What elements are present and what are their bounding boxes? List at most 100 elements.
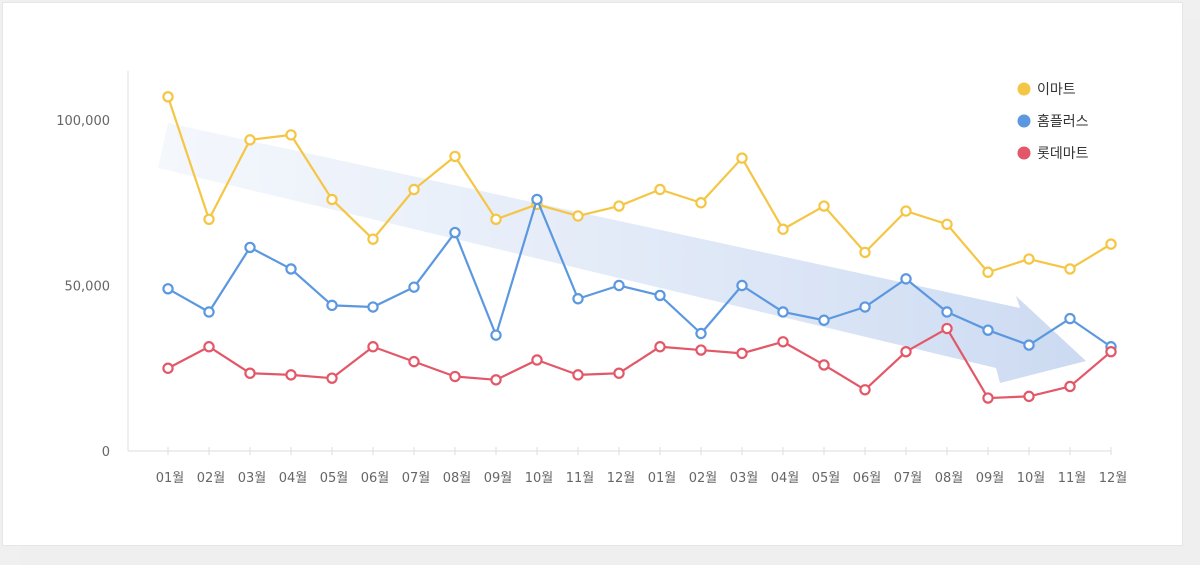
data-point xyxy=(203,306,215,318)
series-line xyxy=(166,327,1113,400)
x-tick-label: 08월 xyxy=(443,471,472,486)
series-line xyxy=(166,198,1113,348)
x-tick-label: 10월 xyxy=(1017,471,1046,486)
legend-label: 롯데마트 xyxy=(1037,146,1089,162)
x-tick-label: 12월 xyxy=(1099,471,1128,486)
data-point xyxy=(490,329,502,341)
series-2 xyxy=(162,193,1117,353)
data-point xyxy=(162,362,174,374)
data-point xyxy=(695,344,707,356)
x-tick-label: 03월 xyxy=(730,471,759,486)
data-point xyxy=(162,91,174,103)
x-tick-label: 09월 xyxy=(976,471,1005,486)
x-tick-label: 02월 xyxy=(197,471,226,486)
data-point xyxy=(408,183,420,196)
data-point xyxy=(1023,339,1035,351)
data-point xyxy=(859,384,871,396)
data-point xyxy=(654,341,666,353)
x-tick-label: 09월 xyxy=(484,471,513,486)
legend-label: 홈플러스 xyxy=(1037,114,1089,130)
legend-label: 이마트 xyxy=(1037,82,1076,98)
x-tick-label: 06월 xyxy=(361,471,390,486)
data-point xyxy=(449,226,461,239)
data-point xyxy=(572,210,584,222)
data-point xyxy=(531,193,543,206)
data-point xyxy=(203,213,215,225)
data-point xyxy=(572,369,584,381)
y-tick-label: 0 xyxy=(102,445,110,460)
data-point xyxy=(1023,253,1035,265)
data-point xyxy=(285,263,297,275)
data-point xyxy=(777,336,789,348)
x-tick-label: 04월 xyxy=(771,471,800,486)
x-tick-label: 10월 xyxy=(525,471,554,486)
data-point xyxy=(736,279,748,292)
data-point xyxy=(1064,263,1076,275)
data-point xyxy=(613,200,625,212)
data-point xyxy=(695,327,707,340)
x-tick-label: 04월 xyxy=(279,471,308,486)
data-point xyxy=(818,359,830,371)
data-point xyxy=(285,369,297,381)
data-point xyxy=(326,193,338,206)
data-point xyxy=(941,306,953,318)
series-3 xyxy=(162,322,1117,404)
data-point xyxy=(408,281,420,293)
data-point xyxy=(1105,238,1117,250)
data-point xyxy=(1064,380,1076,393)
data-point xyxy=(982,266,994,278)
data-point xyxy=(244,241,256,254)
legend-item: 롯데마트 xyxy=(1017,146,1089,162)
axis-layer: 0 50,000 100,000 01월 02월 03월 04월 05월 06월 07월 08월 09… xyxy=(56,71,1127,486)
legend-swatch xyxy=(1017,146,1031,160)
legend-item: 홈플러스 xyxy=(1017,114,1089,130)
series-line xyxy=(166,95,1113,274)
x-tick-label: 05월 xyxy=(812,471,841,486)
series-layer xyxy=(162,91,1117,404)
data-point xyxy=(244,367,256,379)
data-point xyxy=(818,314,830,326)
data-point xyxy=(449,150,461,163)
trend-arrow-layer xyxy=(158,123,1086,383)
legend-swatch xyxy=(1017,82,1031,96)
data-point xyxy=(941,322,953,335)
data-point xyxy=(531,354,543,366)
x-tick-label: 02월 xyxy=(689,471,718,486)
data-point xyxy=(367,341,379,353)
data-point xyxy=(326,372,338,384)
data-point xyxy=(736,152,748,164)
x-tick-label: 05월 xyxy=(320,471,349,486)
y-tick-label: 50,000 xyxy=(65,280,111,295)
data-point xyxy=(367,301,379,313)
x-tick-label: 12월 xyxy=(607,471,636,486)
data-point xyxy=(859,301,871,313)
data-point xyxy=(1023,390,1035,403)
trend-arrow xyxy=(158,123,1086,383)
line-chart: 0 50,000 100,000 01월 02월 03월 04월 05월 06월 07월 08월 09… xyxy=(56,71,1127,486)
data-point xyxy=(449,370,461,383)
legend-item: 이마트 xyxy=(1017,82,1076,98)
chart-card: 0 50,000 100,000 01월 02월 03월 04월 05월 06월 07월 08월 09… xyxy=(2,2,1183,546)
data-point xyxy=(490,374,502,386)
data-point xyxy=(654,183,666,196)
data-point xyxy=(203,341,215,353)
data-point xyxy=(941,218,953,230)
data-point xyxy=(490,213,502,225)
data-point xyxy=(900,205,912,217)
data-point xyxy=(900,273,912,285)
data-point xyxy=(162,283,174,295)
data-point xyxy=(613,279,625,292)
x-tick-label: 07월 xyxy=(894,471,923,486)
data-point xyxy=(1064,312,1076,325)
data-point xyxy=(900,346,912,358)
data-point xyxy=(613,367,625,379)
data-point xyxy=(654,289,666,302)
data-point xyxy=(818,200,830,212)
data-point xyxy=(408,355,420,368)
data-point xyxy=(285,129,297,141)
x-tick-label: 11월 xyxy=(1058,471,1087,486)
x-tick-label: 01월 xyxy=(648,471,677,486)
x-tick-label: 11월 xyxy=(566,471,595,486)
x-tick-label: 03월 xyxy=(238,471,267,486)
